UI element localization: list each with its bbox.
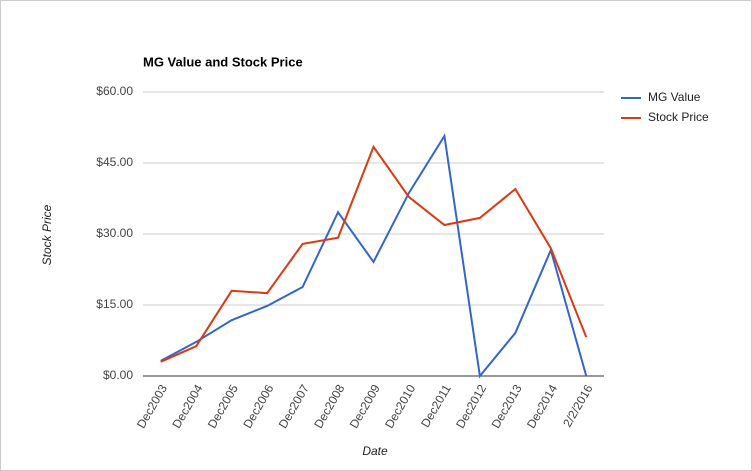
line-series — [160, 133, 588, 379]
y-tick-label: $30.00 — [96, 226, 133, 240]
legend-label: Stock Price — [648, 110, 709, 124]
y-tick-label: $45.00 — [96, 155, 133, 169]
y-tick-label: $60.00 — [96, 84, 133, 98]
chart-title: MG Value and Stock Price — [143, 54, 303, 69]
y-axis-label: Stock Price — [40, 204, 54, 265]
x-axis-label: Date — [362, 444, 388, 458]
legend-label: MG Value — [648, 90, 701, 104]
line-series — [160, 144, 588, 363]
y-tick-label: $15.00 — [96, 297, 133, 311]
y-tick-label: $0.00 — [103, 368, 133, 382]
